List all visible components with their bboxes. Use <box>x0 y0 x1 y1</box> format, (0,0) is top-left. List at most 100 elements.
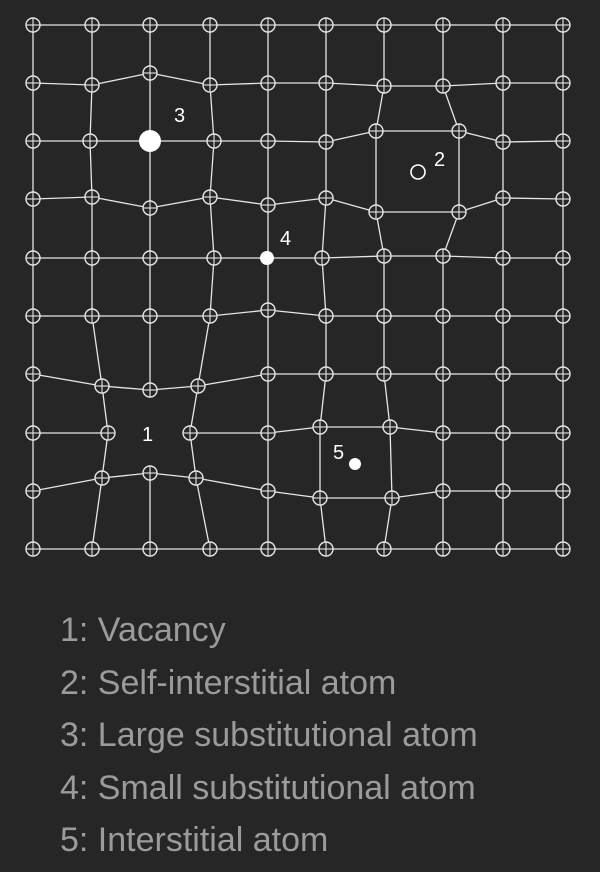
lattice-atom <box>142 17 158 33</box>
lattice-atom <box>202 541 218 557</box>
lattice-atom <box>435 17 451 33</box>
lattice-atom <box>25 366 41 382</box>
lattice-atom <box>142 382 158 398</box>
lattice-atom <box>376 541 392 557</box>
lattice-atom <box>376 78 392 94</box>
lattice-atom <box>84 189 100 205</box>
lattice-atom <box>202 189 218 205</box>
lattice-atom <box>312 419 328 435</box>
lattice-bond-horizontal <box>321 255 385 259</box>
lattice-atom <box>555 133 571 149</box>
lattice-bond-vertical <box>319 497 327 550</box>
label-self-interstitial: 2 <box>434 149 445 171</box>
lattice-atom <box>555 308 571 324</box>
lattice-atom <box>312 490 328 506</box>
lattice-atom <box>495 308 511 324</box>
lattice-bond-horizontal <box>32 82 93 86</box>
lattice-atom <box>260 483 276 499</box>
lattice-atom <box>202 308 218 324</box>
lattice-bond-horizontal <box>149 196 211 209</box>
lattice-atom <box>94 470 110 486</box>
lattice-bond-vertical <box>209 196 215 259</box>
lattice-atom <box>25 75 41 91</box>
lattice-bond-horizontal <box>32 477 103 492</box>
lattice-bond-horizontal <box>101 472 151 479</box>
defect-labels: 3 2 4 1 5 <box>142 105 445 464</box>
lattice-bond-horizontal <box>209 82 269 86</box>
lattice-atom <box>84 250 100 266</box>
lattice-atom <box>260 302 276 318</box>
lattice-atom <box>495 190 511 206</box>
lattice-atom <box>435 483 451 499</box>
lattice-bond-vertical <box>197 315 211 387</box>
lattice-atom <box>142 541 158 557</box>
lattice-bond-horizontal <box>267 426 321 434</box>
legend-item-vacancy: 1: Vacancy <box>60 611 226 649</box>
lattice-atom <box>182 425 198 441</box>
lattice-atom <box>142 200 158 216</box>
lattice-bond-horizontal <box>267 309 327 317</box>
legend-item-large-substitutional: 3: Large substitutional atom <box>60 716 478 754</box>
lattice-atom <box>318 75 334 91</box>
lattice-atom <box>100 425 116 441</box>
lattice-bond-vertical <box>189 385 199 434</box>
lattice-bond-vertical <box>383 373 391 428</box>
lattice-atom <box>555 425 571 441</box>
lattice-bond-horizontal <box>91 196 151 209</box>
lattice-bond-horizontal <box>149 72 211 86</box>
lattice-bond-vertical <box>389 426 393 499</box>
lattice-bond-horizontal <box>389 426 444 434</box>
lattice-atom <box>495 425 511 441</box>
lattice-bond-horizontal <box>502 140 564 143</box>
lattice-bond-vertical <box>383 497 393 550</box>
lattice-atom <box>376 17 392 33</box>
lattice-atom <box>495 17 511 33</box>
label-large-substitutional: 3 <box>174 105 185 127</box>
lattice-bond-horizontal <box>91 72 151 86</box>
lattice-atom <box>555 250 571 266</box>
lattice-atom <box>435 78 451 94</box>
lattice-bond-horizontal <box>325 82 385 87</box>
large-substitutional-atom <box>139 130 161 152</box>
lattice-atom <box>495 366 511 382</box>
lattice-bond-horizontal <box>32 196 93 200</box>
lattice-bond-horizontal <box>267 140 327 143</box>
lattice-bond-horizontal <box>325 197 377 213</box>
lattice-bond-horizontal <box>209 196 269 206</box>
lattice-atom <box>555 483 571 499</box>
lattice-atom <box>555 366 571 382</box>
lattice-bond-vertical <box>91 477 103 550</box>
lattice-atom <box>435 425 451 441</box>
lattice-atom <box>84 541 100 557</box>
lattice-atom <box>202 77 218 93</box>
lattice-atom <box>555 541 571 557</box>
lattice-atom <box>25 483 41 499</box>
lattice-bond-horizontal <box>149 472 197 479</box>
lattice-atom <box>495 250 511 266</box>
lattice-atom <box>318 134 334 150</box>
lattice-atom <box>435 541 451 557</box>
lattice-atom <box>435 308 451 324</box>
lattice-atom <box>25 541 41 557</box>
lattice-atom <box>382 419 398 435</box>
defect-markers <box>139 130 426 470</box>
lattice-atom <box>82 133 98 149</box>
lattice-bond-vertical <box>321 257 327 317</box>
lattice-bond-vertical <box>209 84 215 142</box>
lattice-bonds <box>32 24 564 550</box>
lattice-bond-horizontal <box>101 385 151 391</box>
lattice-bond-horizontal <box>267 490 321 499</box>
lattice-bond-horizontal <box>442 255 504 259</box>
lattice-atom <box>84 77 100 93</box>
lattice-atom <box>202 17 218 33</box>
lattice-atom <box>260 17 276 33</box>
lattice-atom <box>376 366 392 382</box>
lattice-bond-horizontal <box>149 385 199 391</box>
legend: 1: Vacancy 2: Self-interstitial atom 3: … <box>60 604 478 867</box>
lattice-atom <box>368 123 384 139</box>
lattice-atom <box>368 204 384 220</box>
lattice-bond-horizontal <box>325 130 377 143</box>
label-vacancy: 1 <box>142 424 153 446</box>
lattice-bond-horizontal <box>209 309 269 317</box>
lattice-atom <box>188 470 204 486</box>
